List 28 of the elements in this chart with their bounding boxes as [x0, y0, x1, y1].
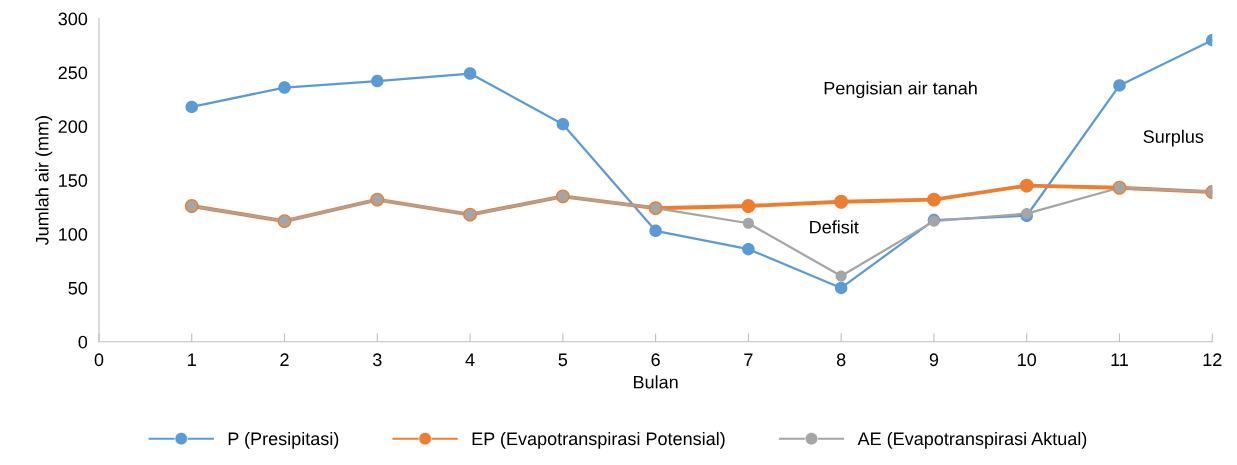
x-tick-label: 3	[372, 353, 382, 367]
annotation: Surplus	[1143, 129, 1204, 147]
y-tick-label: 200	[58, 120, 88, 134]
x-tick-label: 1	[188, 353, 196, 366]
y-tick-label: 50	[68, 281, 88, 295]
x-tick-label: 5	[558, 353, 568, 367]
x-tick-label: 6	[651, 353, 660, 367]
x-tick-label: 0	[94, 353, 104, 367]
y-tick-label: 0	[78, 335, 88, 349]
x-axis-title: Bulan	[634, 375, 678, 389]
x-tick-label: 11	[1111, 353, 1128, 366]
x-tick-label: 8	[836, 353, 846, 367]
x-tick-label: 7	[744, 353, 753, 366]
y-tick-label: 150	[59, 174, 88, 187]
annotation: Defisit	[810, 220, 859, 234]
y-tick-label: 250	[58, 66, 88, 80]
annotation: Pengisian air tanah	[824, 81, 977, 99]
y-axis-title: Jumlah air (mm)	[35, 116, 53, 246]
x-tick-label: 10	[1018, 353, 1037, 367]
x-tick-label: 2	[280, 353, 289, 366]
x-tick-label: 4	[465, 353, 475, 366]
x-tick-label: 9	[929, 353, 939, 367]
legend-label: AE (Evapotranspirasi Aktual)	[857, 431, 1087, 449]
y-tick-label: 100	[59, 227, 88, 241]
legend-label: P (Presipitasi)	[228, 431, 339, 449]
legend-label: EP (Evapotranspirasi Potensial)	[472, 431, 725, 449]
y-tick-label: 300	[58, 12, 88, 26]
x-tick-label: 12	[1203, 353, 1222, 366]
